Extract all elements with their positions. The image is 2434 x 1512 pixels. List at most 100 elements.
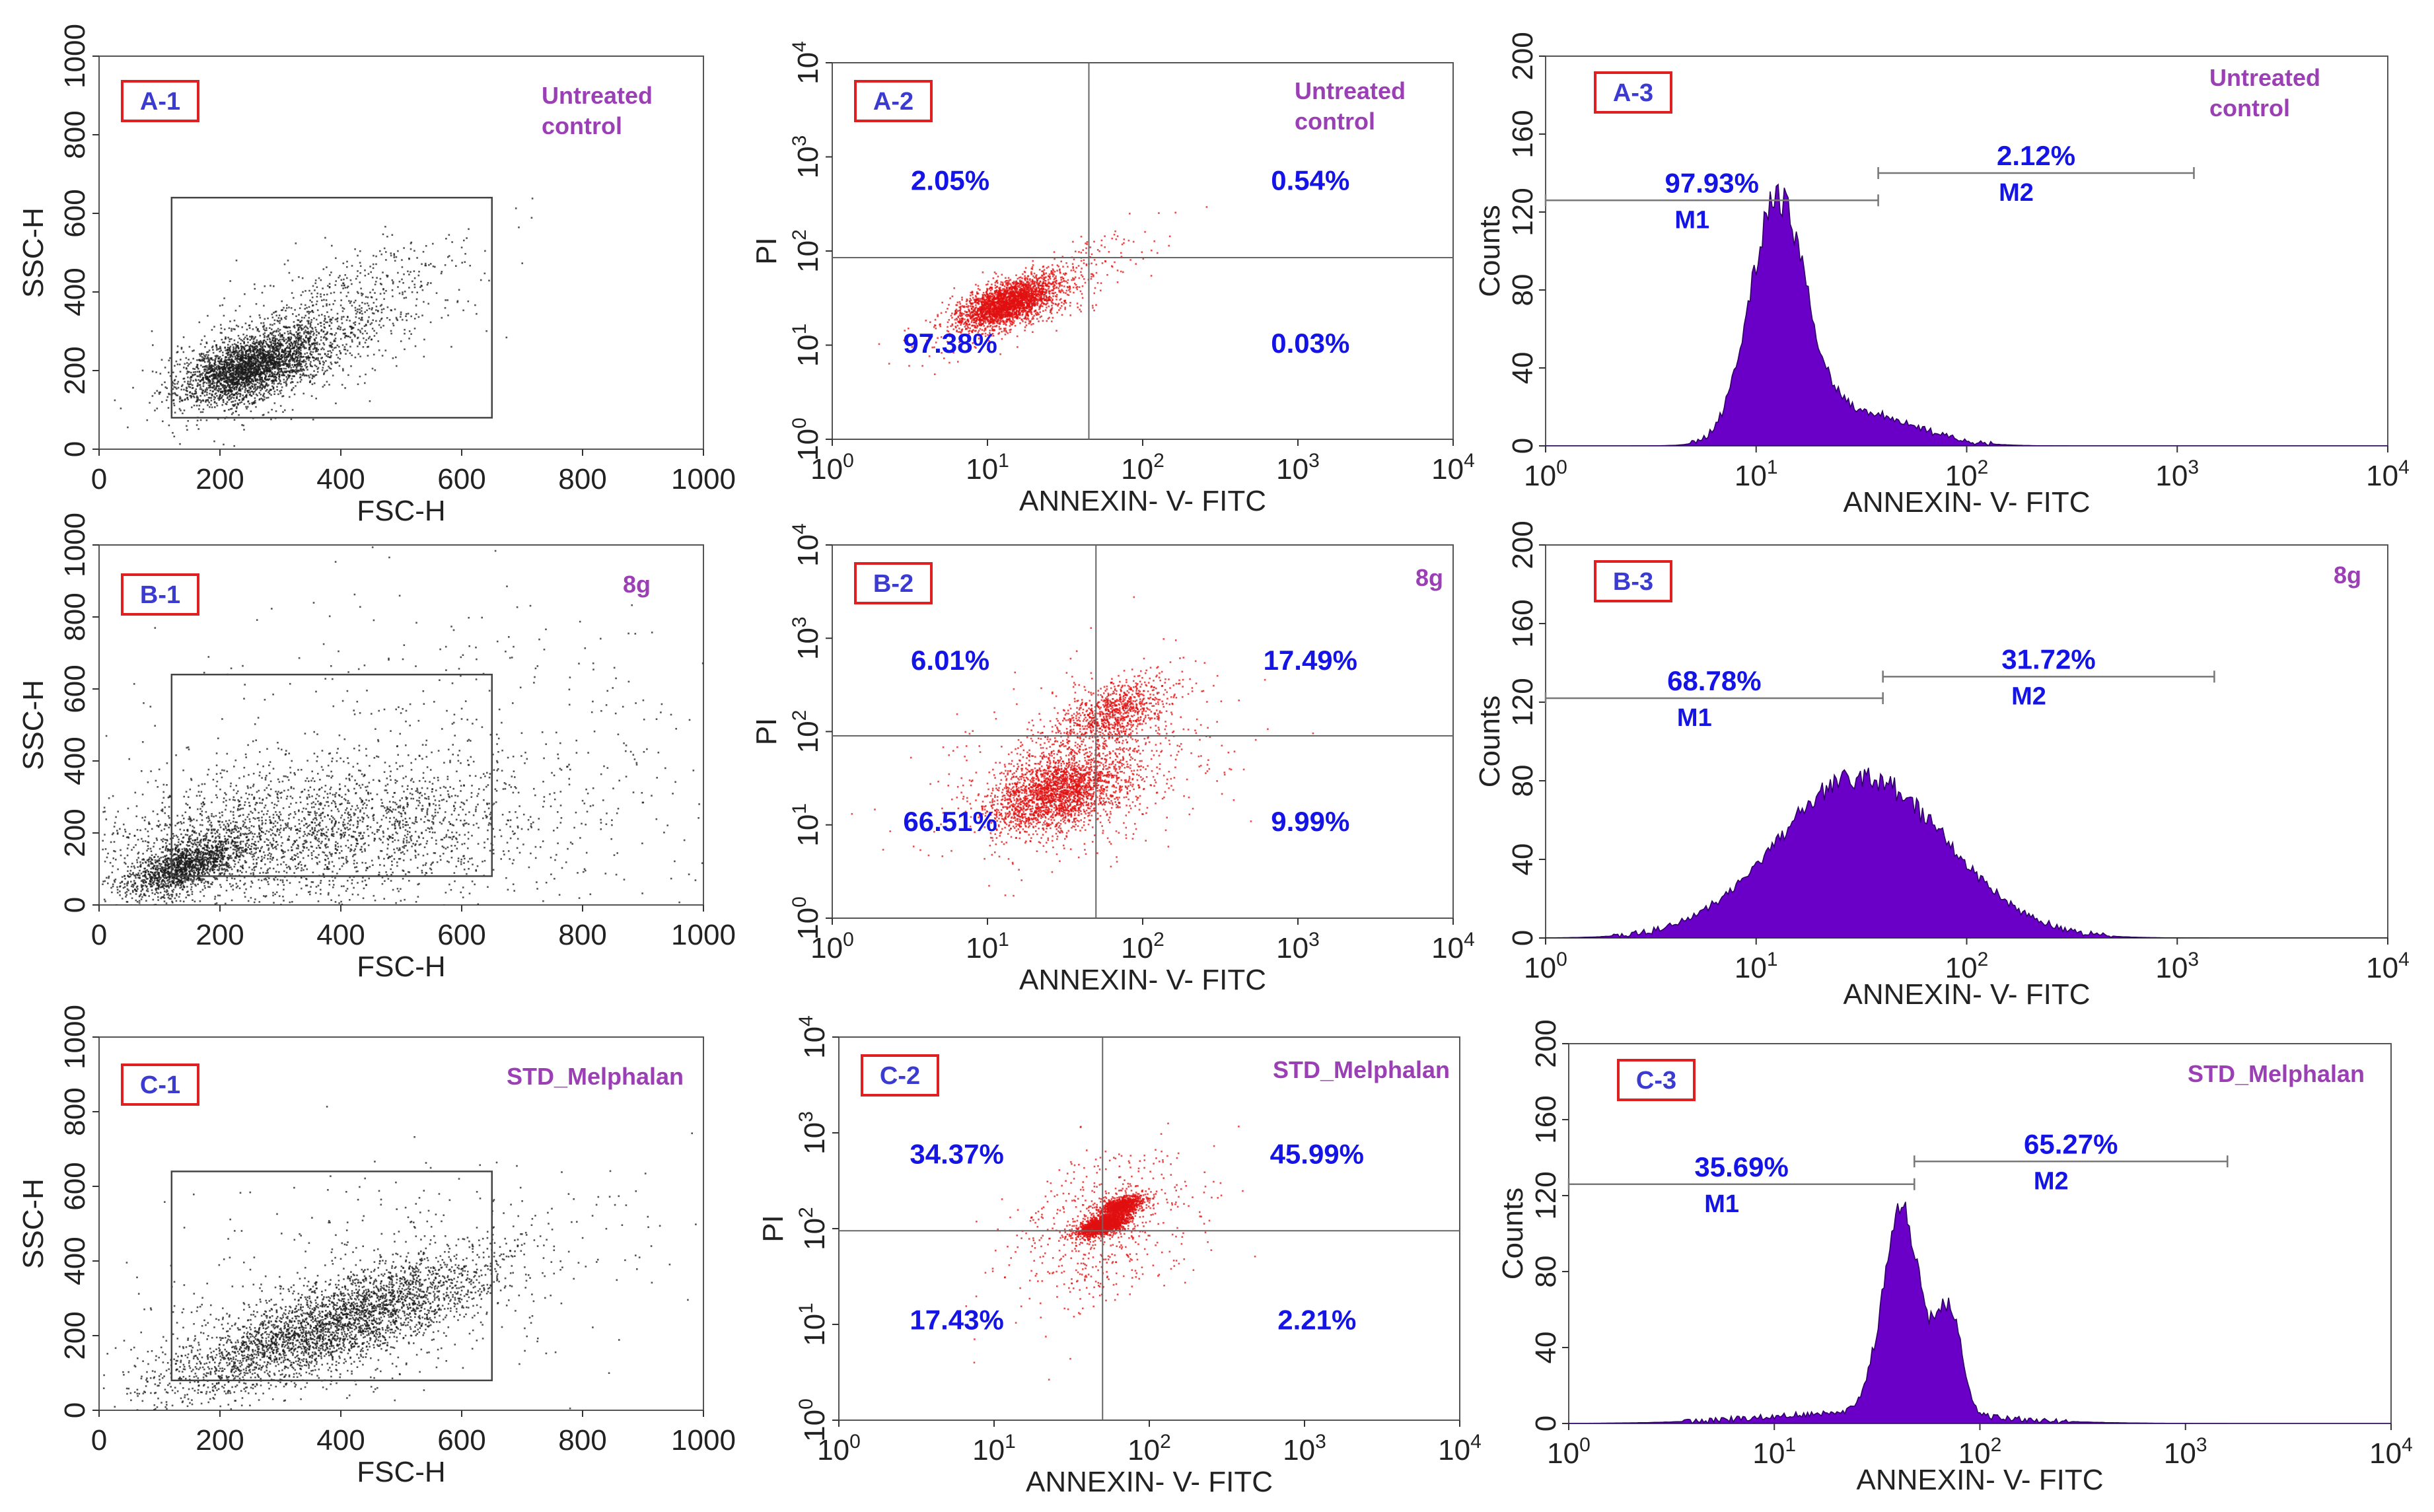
event-dot [295,342,297,344]
event-dot [272,386,275,388]
event-dot [211,386,214,388]
event-dot [199,419,202,421]
event-dot [225,391,227,394]
event-dot [213,374,215,376]
event-dot [263,414,265,416]
event-dot [222,342,224,343]
event-dot [246,367,249,370]
event-dot [1031,283,1034,285]
event-dot [252,342,255,345]
event-dot [273,357,275,359]
event-dot [300,367,302,370]
event-dot [281,374,283,377]
event-dot [978,338,980,340]
event-dot [283,358,286,360]
event-dot [325,321,327,324]
event-dot [264,361,266,363]
event-dot [250,382,252,384]
event-dot [207,368,209,370]
event-dot [237,325,239,328]
event-dot [373,312,375,314]
event-dot [311,296,314,299]
event-dot [363,325,366,327]
event-dot [295,348,298,351]
event-dot [1011,321,1014,324]
event-dot [354,324,356,326]
event-dot [340,326,341,329]
event-dot [260,381,263,383]
event-dot [262,333,265,336]
event-dot [254,355,257,357]
event-dot [240,359,243,362]
event-dot [348,300,350,302]
event-dot [202,379,205,381]
event-dot [415,305,417,306]
event-dot [209,382,211,384]
event-dot [275,410,277,412]
event-dot [212,373,215,375]
event-dot [201,366,204,368]
event-dot [244,361,246,363]
event-dot [289,353,291,355]
event-dot [289,375,291,377]
event-dot [359,265,362,268]
event-dot [195,379,197,382]
event-dot [238,380,240,382]
event-dot [272,347,274,350]
event-dot [201,374,203,376]
event-dot [209,371,211,373]
event-dot [252,391,254,394]
event-dot [301,356,303,359]
event-dot [367,305,370,306]
event-dot [242,394,244,396]
event-dot [226,382,229,384]
event-dot [304,290,306,292]
event-dot [256,388,258,390]
event-dot [207,351,209,353]
event-dot [220,384,223,386]
event-dot [299,358,301,360]
event-dot [297,365,299,367]
event-dot [361,307,363,309]
event-dot [310,319,313,321]
event-dot [316,309,319,311]
event-dot [261,353,263,355]
event-dot [977,315,980,318]
event-dot [247,375,250,377]
event-dot [298,336,301,339]
event-dot [303,347,306,349]
event-dot [355,316,357,318]
event-dot [1052,295,1054,297]
event-dot [276,320,279,322]
event-dot [275,345,277,348]
event-dot [313,382,316,384]
event-dot [259,376,261,378]
event-dot [249,315,252,318]
event-dot [402,318,404,321]
event-dot [299,324,301,326]
event-dot [209,380,211,382]
tick-label: 100 [810,450,854,486]
event-dot [207,354,209,356]
event-dot [267,357,269,359]
event-dot [309,311,311,313]
event-dot [258,366,260,369]
event-dot [325,339,328,341]
event-dot [413,283,415,286]
event-dot [273,342,275,345]
event-dot [265,382,268,384]
event-dot [298,276,300,278]
event-dot [307,338,309,340]
event-dot [236,404,239,406]
event-dot [283,364,285,366]
event-dot [393,254,396,256]
event-dot [218,387,220,390]
event-dot [218,389,220,391]
event-dot [976,291,978,293]
event-dot [219,375,222,377]
event-dot [302,372,304,375]
event-dot [293,358,295,360]
event-dot [264,368,266,371]
event-dot [285,383,288,386]
event-dot [427,303,429,305]
